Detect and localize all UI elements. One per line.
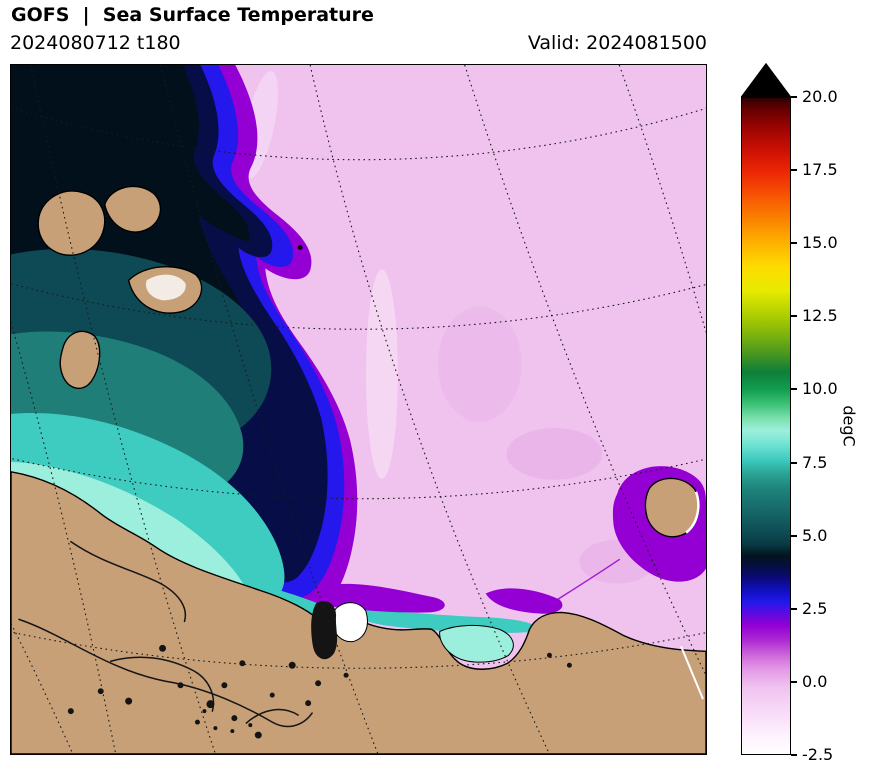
coastal-lagoon [439, 624, 514, 663]
sea-pale-streak [365, 269, 398, 479]
tick-mark [791, 461, 797, 464]
sea-shade-blob [506, 427, 603, 480]
colorbar-gradient [742, 98, 790, 754]
tick-mark [791, 242, 797, 245]
map-plot [10, 64, 707, 755]
figure-title: GOFS | Sea Surface Temperature [11, 4, 374, 26]
sst-map [11, 65, 706, 754]
land-masses [11, 185, 706, 754]
graticule [11, 65, 706, 754]
colorbar-tick: 2.5 [791, 600, 827, 617]
island-ice-cap [145, 274, 186, 301]
coast-purple-streak [553, 558, 620, 603]
island-archipelago [59, 330, 101, 389]
colorbar-extend-arrow [741, 63, 791, 97]
colorbar-tick: 5.0 [791, 527, 827, 544]
colorbar-tick: 0.0 [791, 673, 827, 690]
colorbar-tick: 20.0 [791, 89, 838, 105]
island-east [644, 477, 700, 538]
land-white-scratch [680, 645, 704, 700]
tick-mark [791, 680, 797, 683]
island-archipelago [104, 185, 162, 233]
coast-purple-patch [485, 588, 563, 614]
river-delta-blob [311, 601, 338, 660]
land-hydrography [18, 540, 704, 739]
sea-speck-islet [297, 244, 303, 250]
colorbar-tick: 17.5 [791, 162, 838, 178]
tick-mark [791, 169, 797, 172]
island-archipelago [37, 190, 106, 256]
colorbar-label: degC [839, 405, 859, 447]
tick-mark [791, 607, 797, 610]
island-east-white-fringe [685, 491, 700, 534]
colorbar-tick: -2.5 [791, 747, 833, 763]
sea-shade-blob [437, 306, 522, 422]
mainland-coast [11, 471, 706, 754]
colorbar-tick: 15.0 [791, 235, 838, 251]
colorbar-tick: 7.5 [791, 454, 827, 471]
colorbar-ticks: 20.0 17.5 15.0 12.5 10.0 7.5 5.0 2.5 0.0… [791, 89, 861, 763]
colorbar-tick: 10.0 [791, 381, 838, 397]
tick-mark [791, 534, 797, 537]
coast-white-notch [331, 602, 368, 643]
tick-mark [791, 96, 797, 98]
colorbar-tick: 12.5 [791, 308, 838, 324]
tick-mark [791, 315, 797, 318]
subtitle-row: 2024080712 t180 Valid: 2024081500 [10, 32, 707, 54]
tick-mark [791, 388, 797, 391]
tick-mark [791, 754, 797, 756]
colorbar [741, 97, 791, 755]
valid-time-label: Valid: 2024081500 [527, 32, 707, 54]
init-time-label: 2024080712 t180 [10, 32, 181, 54]
